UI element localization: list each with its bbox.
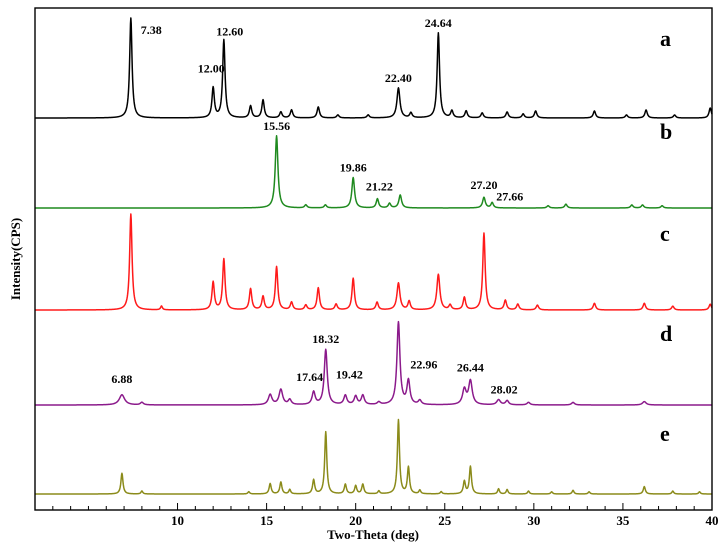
peak-label: 27.20	[471, 178, 498, 192]
plot-frame	[34, 7, 713, 511]
peak-label: 22.40	[385, 71, 412, 85]
peak-label: 19.86	[340, 161, 367, 175]
y-axis-title: Intensity(CPS)	[8, 218, 23, 300]
x-tick-label: 30	[527, 513, 540, 528]
trace-label-d: d	[660, 321, 672, 346]
x-tick-label: 10	[171, 513, 184, 528]
trace-group	[34, 17, 713, 495]
trace-c	[34, 213, 713, 311]
peak-label: 19.42	[336, 368, 363, 382]
trace-label-a: a	[660, 26, 671, 51]
trace-label-e: e	[660, 421, 670, 446]
peak-label: 17.64	[296, 370, 323, 384]
x-tick-label: 15	[260, 513, 274, 528]
peak-label: 22.96	[410, 357, 437, 371]
trace-a	[34, 17, 713, 119]
x-tick-label: 20	[349, 513, 362, 528]
peak-label: 15.56	[263, 119, 290, 133]
x-tick-group: 10 15 20 25 30 35 40	[34, 503, 719, 528]
x-tick-label: 40	[706, 513, 719, 528]
trace-e	[34, 418, 713, 495]
peak-label: 7.38	[141, 23, 162, 37]
x-tick-label: 25	[438, 513, 452, 528]
peak-label: 12.00	[198, 62, 225, 76]
trace-label-group: a b c d e	[660, 26, 672, 446]
peak-label: 18.32	[312, 332, 339, 346]
x-tick-label: 35	[616, 513, 630, 528]
peak-label: 26.44	[457, 360, 484, 374]
peak-label: 21.22	[366, 180, 393, 194]
x-axis-title: Two-Theta (deg)	[327, 527, 419, 542]
trace-b	[34, 135, 713, 209]
peak-label: 6.88	[111, 372, 132, 386]
trace-label-b: b	[660, 119, 672, 144]
trace-label-c: c	[660, 221, 670, 246]
peak-label: 28.02	[491, 383, 518, 397]
peak-label-group: 7.38 12.00 12.60 22.40 24.64 15.56 19.86 21.22 2…	[111, 16, 523, 397]
peak-label: 24.64	[425, 16, 452, 30]
peak-label: 12.60	[216, 24, 243, 38]
trace-d	[34, 320, 713, 406]
peak-label: 27.66	[496, 189, 523, 203]
